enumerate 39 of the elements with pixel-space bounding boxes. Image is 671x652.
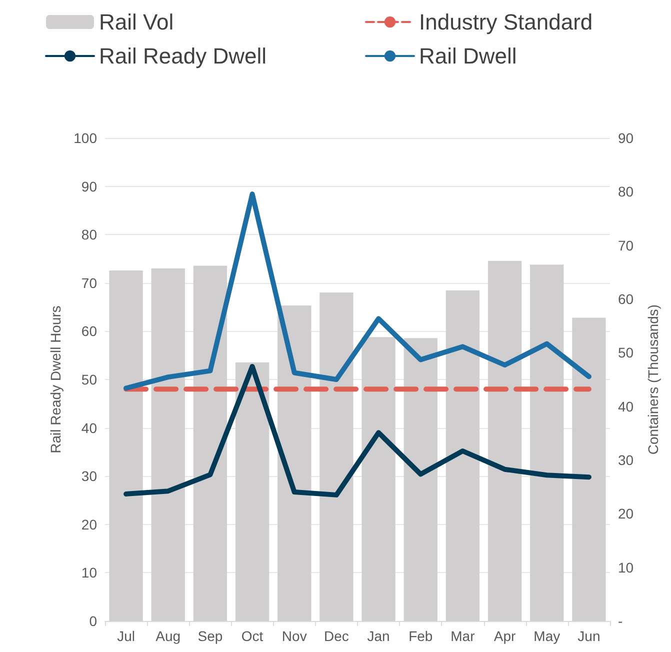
y2-tick-label: - [618,613,623,629]
legend-label: Industry Standard [419,10,593,34]
y2-axis-title: Containers (Thousands) [645,304,661,455]
y2-tick-label: 10 [618,559,634,576]
x-tick-label: Oct [241,628,264,644]
y-tick-label: 90 [81,178,98,194]
y-axis-title: Rail Ready Dwell Hours [48,306,64,454]
y2-tick-label: 90 [618,130,634,146]
x-tick-label: Jun [578,628,600,644]
x-tick-label: Nov [282,628,307,644]
y-tick-label: 30 [81,468,98,484]
y-tick-label: 50 [81,372,98,388]
x-tick-label: Jul [117,628,135,644]
y2-tick-label: 40 [618,398,634,414]
y-tick-label: 20 [81,516,98,532]
y-tick-label: 80 [81,226,98,243]
y-tick-label: 40 [81,420,98,436]
y2-tick-label: 70 [618,237,634,254]
legend-label: Rail Vol [99,10,174,34]
y-tick-label: 100 [74,130,98,146]
x-tick-label: May [534,628,560,644]
y-tick-label: 10 [81,564,98,581]
x-tick-label: Sep [198,628,223,644]
y2-tick-label: 60 [618,291,634,307]
x-tick-label: Apr [494,628,516,644]
x-tick-label: Dec [324,628,349,644]
y2-tick-label: 80 [618,184,634,200]
x-tick-label: Feb [408,628,433,644]
y2-tick-label: 50 [618,344,634,361]
x-tick-label: Aug [156,628,181,644]
y2-tick-label: 30 [618,452,634,468]
y-tick-label: 0 [89,613,98,629]
x-tick-label: Jan [367,628,390,644]
legend-label: Rail Dwell [419,44,517,68]
y-tick-label: 70 [81,274,98,291]
x-tick-label: Mar [450,628,476,644]
y2-tick-label: 20 [618,506,634,522]
y-tick-label: 60 [81,323,98,340]
legend-label: Rail Ready Dwell [99,44,267,68]
